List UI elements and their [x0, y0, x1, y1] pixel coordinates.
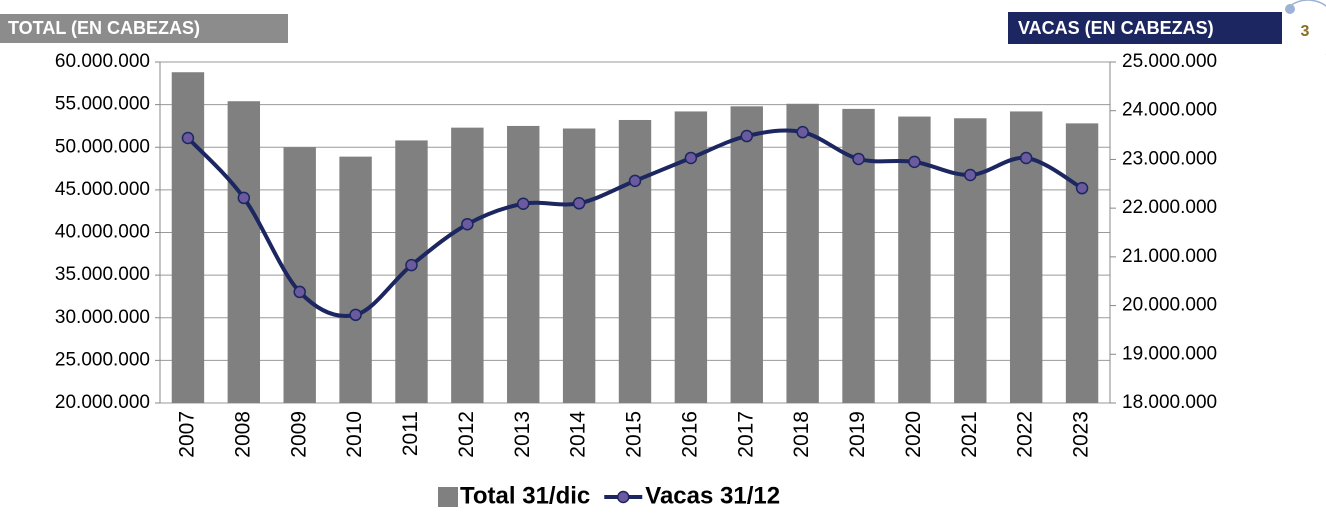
y2-tick-label: 21.000.000	[1122, 246, 1217, 267]
marker	[964, 168, 977, 182]
legend-label: Vacas 31/12	[645, 482, 780, 509]
marker	[572, 197, 586, 210]
x-tick-label: 2019	[846, 411, 869, 458]
marker	[349, 308, 362, 322]
bar	[954, 118, 987, 403]
x-tick-label: 2012	[455, 411, 478, 458]
x-tick-label: 2009	[287, 411, 310, 458]
page-dot	[1285, 4, 1295, 14]
bar	[227, 101, 261, 403]
x-tick-label: 2014	[567, 411, 590, 458]
marker	[1075, 181, 1089, 195]
y-tick-label: 45.000.000	[55, 179, 150, 200]
x-tick-label: 2010	[343, 411, 366, 458]
bar	[730, 106, 763, 403]
bar	[395, 140, 428, 403]
page-circle	[1289, 0, 1326, 55]
marker	[461, 217, 474, 231]
y2-tick-label: 25.000.000	[1122, 51, 1217, 72]
y-tick-label: 25.000.000	[55, 349, 150, 370]
bar	[507, 125, 540, 403]
marker	[181, 131, 195, 145]
legend-swatch	[438, 487, 458, 507]
y2-tick-label: 20.000.000	[1122, 295, 1217, 316]
x-tick-label: 2023	[1070, 411, 1093, 458]
y-tick-label: 40.000.000	[55, 222, 150, 243]
x-tick-label: 2013	[511, 411, 534, 458]
y2-tick-label: 24.000.000	[1122, 100, 1217, 121]
legend-label: Total 31/dic	[460, 482, 590, 509]
right-header-box	[1008, 12, 1282, 44]
legend-marker	[617, 490, 630, 504]
marker	[852, 152, 865, 166]
y-tick-label: 60.000.000	[55, 51, 150, 72]
y-tick-label: 30.000.000	[55, 307, 150, 328]
marker	[684, 151, 698, 165]
bar	[786, 103, 819, 404]
x-tick-label: 2018	[790, 411, 813, 458]
y-tick-label: 55.000.000	[55, 94, 150, 115]
x-tick-label: 2015	[623, 411, 646, 458]
y-tick-label: 50.000.000	[55, 136, 150, 157]
y2-tick-label: 19.000.000	[1122, 343, 1217, 364]
x-tick-label: 2022	[1014, 411, 1037, 458]
bar	[171, 72, 205, 403]
marker	[740, 129, 754, 143]
y-tick-label: 35.000.000	[55, 264, 150, 285]
right-axis-title: VACAS (EN CABEZAS)	[1018, 18, 1214, 38]
marker	[237, 191, 251, 205]
bar	[1065, 123, 1099, 403]
x-tick-label: 2020	[902, 411, 925, 458]
bar	[451, 127, 484, 403]
left-header-box	[0, 14, 288, 43]
y2-tick-label: 18.000.000	[1122, 392, 1217, 413]
marker	[796, 125, 809, 139]
bar	[339, 156, 372, 403]
bar	[618, 119, 652, 403]
x-tick-label: 2007	[175, 411, 198, 458]
x-tick-label: 2021	[958, 411, 981, 458]
x-tick-label: 2016	[678, 411, 701, 458]
x-tick-label: 2011	[399, 411, 422, 456]
marker	[908, 155, 921, 169]
y2-tick-label: 23.000.000	[1122, 148, 1217, 169]
x-tick-label: 2017	[734, 411, 757, 458]
marker	[1019, 151, 1033, 165]
marker	[516, 197, 530, 211]
left-axis-title: TOTAL (EN CABEZAS)	[8, 18, 200, 38]
marker	[405, 258, 418, 272]
bar	[562, 128, 596, 403]
y-tick-label: 20.000.000	[55, 392, 150, 413]
y2-tick-label: 22.000.000	[1122, 197, 1217, 218]
x-tick-label: 2008	[231, 411, 254, 458]
line	[186, 128, 1084, 318]
marker	[293, 285, 306, 299]
page-number: 3	[1301, 23, 1310, 40]
marker	[628, 174, 642, 188]
